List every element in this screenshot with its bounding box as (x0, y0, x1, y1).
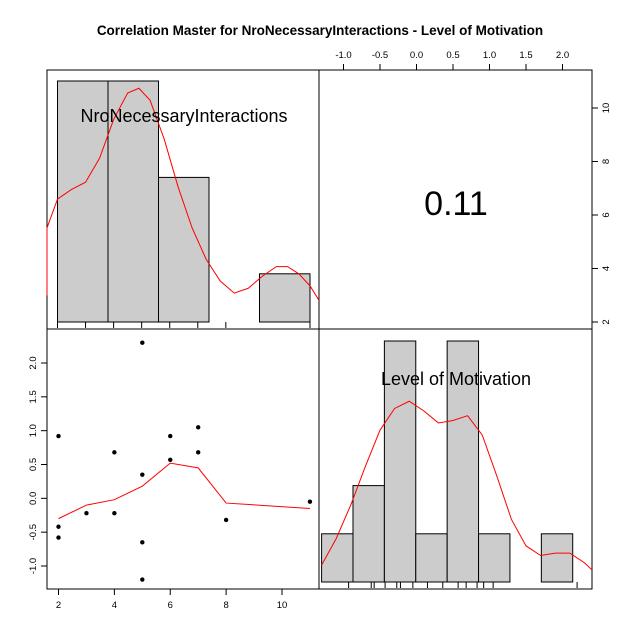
y-axis-right-tick-label: 10 (601, 103, 612, 114)
scatter-point (56, 433, 61, 439)
scatter-point (168, 457, 173, 462)
x-axis-top-tick-label: 1.0 (483, 50, 496, 61)
scatter-point (140, 340, 145, 345)
histogram-nro-necessary-interactions (46, 80, 320, 328)
y-axis-left-tick-label: 0.0 (28, 492, 39, 505)
histogram-bar (540, 533, 574, 583)
y-axis-left-tick-label: 1.0 (28, 424, 39, 437)
x-axis-bottom-tick-label: 6 (168, 600, 173, 611)
scatter-point (168, 433, 173, 439)
y-axis-left-tick-label: -0.5 (28, 524, 39, 540)
histogram-bar (321, 533, 354, 583)
variable-label-nro-necessary-interactions: NroNecessaryInteractions (80, 106, 287, 126)
y-axis-left-tick-label: 2.0 (28, 356, 39, 369)
histogram-bar (57, 80, 109, 323)
smoother-line (58, 462, 310, 520)
histogram-bar (415, 533, 448, 583)
scatter-point (195, 450, 201, 455)
histogram-bar (158, 176, 210, 323)
scatter-point (84, 511, 89, 516)
scatter-panel (56, 340, 313, 582)
scatter-point (223, 517, 229, 523)
panel-bottom-left (46, 328, 320, 590)
scatter-point (112, 450, 117, 455)
variable-label-level-of-motivation: Level of Motivation (381, 369, 531, 389)
chart-title: Correlation Master for NroNecessaryInter… (97, 23, 543, 38)
scatter-point (307, 499, 313, 504)
scatter-point (140, 540, 145, 545)
x-axis-top-tick-label: -0.5 (372, 50, 388, 61)
x-axis-top-tick-label: 0.0 (410, 50, 423, 61)
x-axis-top-tick-label: -1.0 (335, 50, 351, 61)
histogram-bar (383, 340, 417, 583)
scatter-point (112, 511, 117, 516)
scatter-point (195, 425, 201, 430)
histogram-level-of-motivation (321, 340, 593, 588)
x-axis-bottom-tick-label: 2 (56, 600, 61, 611)
x-axis-top-tick-label: 2.0 (556, 50, 569, 61)
density-curve (321, 400, 593, 571)
scatter-point (140, 472, 145, 477)
density-curve (46, 87, 320, 301)
y-axis-left-tick-label: 0.5 (28, 458, 39, 471)
x-axis-top-tick-label: 0.5 (446, 50, 459, 61)
scatter-point (56, 535, 61, 540)
x-axis-bottom-tick-label: 10 (277, 600, 288, 611)
y-axis-right-tick-label: 8 (601, 159, 612, 164)
histogram-bar (352, 485, 385, 583)
y-axis-right-tick-label: 2 (601, 319, 612, 324)
histogram-bar (259, 273, 311, 323)
x-axis-bottom-tick-label: 8 (223, 600, 228, 611)
histogram-bar (107, 80, 159, 323)
x-axis-top-tick-label: 1.5 (519, 50, 532, 61)
y-axis-left-tick-label: 1.5 (28, 390, 39, 403)
correlation-coefficient: 0.11 (424, 185, 488, 223)
x-axis-bottom-tick-label: 4 (112, 600, 117, 611)
scatter-point (56, 524, 61, 529)
y-axis-right-tick-label: 4 (601, 266, 612, 271)
axes: 2 4 6 8 10 -1.0 -0.5 0.0 0.5 1.0 1.5 2.0 -1.0 -0.5 0.0… (28, 50, 612, 611)
y-axis-left-tick-label: -1.0 (28, 558, 39, 574)
y-axis-right-tick-label: 6 (601, 212, 612, 217)
histogram-bar (446, 340, 480, 583)
panel-bottom-right (318, 328, 593, 590)
scatter-point (140, 577, 145, 582)
histogram-bar (478, 533, 511, 583)
